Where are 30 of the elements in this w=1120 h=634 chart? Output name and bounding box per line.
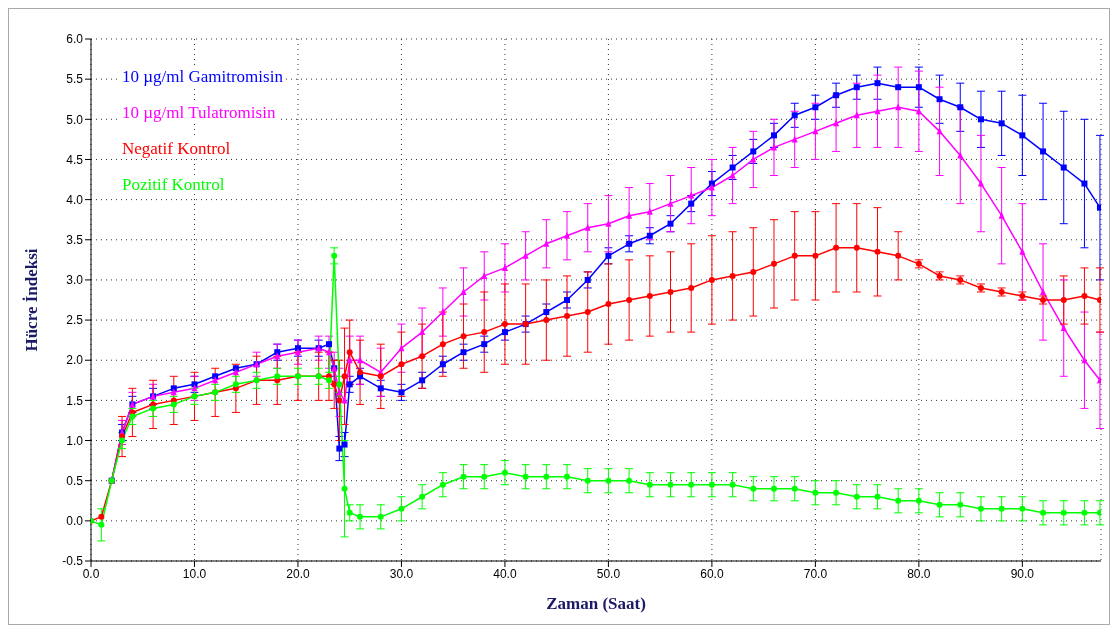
x-tick-label: 80.0 (907, 566, 931, 581)
x-tick-label: 90.0 (1010, 566, 1035, 581)
text: Pozitif Kontrol (119, 175, 228, 194)
text: 10 µg/ml Gamitromisin (119, 67, 286, 86)
x-tick-label: 10.0 (182, 566, 207, 581)
x-tick-label: 60.0 (700, 566, 724, 581)
y-tick-label: 0.0 (66, 514, 84, 529)
y-axis-title: Hücre İndeksi (22, 248, 42, 352)
x-tick-label: 30.0 (389, 566, 414, 581)
y-tick-label: 4.0 (66, 192, 84, 207)
y-tick-label: 0.5 (66, 473, 84, 488)
y-tick-label: 4.5 (66, 152, 84, 167)
y-tick-label: 5.5 (66, 72, 84, 87)
y-tick-label: 3.5 (66, 233, 84, 248)
y-tick-label: -0.5 (62, 554, 84, 569)
y-tick-label: 6.0 (66, 32, 84, 47)
y-tick-label: 2.0 (66, 353, 84, 368)
x-tick-label: 70.0 (803, 566, 828, 581)
x-tick-label: 0.0 (82, 566, 100, 581)
x-axis-title: Zaman (Saat) (546, 594, 646, 613)
x-tick-label: 20.0 (286, 566, 310, 581)
x-tick-label: 50.0 (596, 566, 621, 581)
y-tick-label: 1.5 (66, 393, 84, 408)
text: 10 µg/ml Tulatromisin (119, 103, 279, 122)
x-tick-label: 40.0 (493, 566, 517, 581)
text: Negatif Kontrol (119, 139, 234, 158)
y-tick-label: 3.0 (66, 273, 84, 288)
y-tick-label: 1.0 (66, 433, 84, 448)
y-tick-label: 5.0 (66, 112, 84, 127)
y-tick-label: 2.5 (66, 313, 84, 328)
